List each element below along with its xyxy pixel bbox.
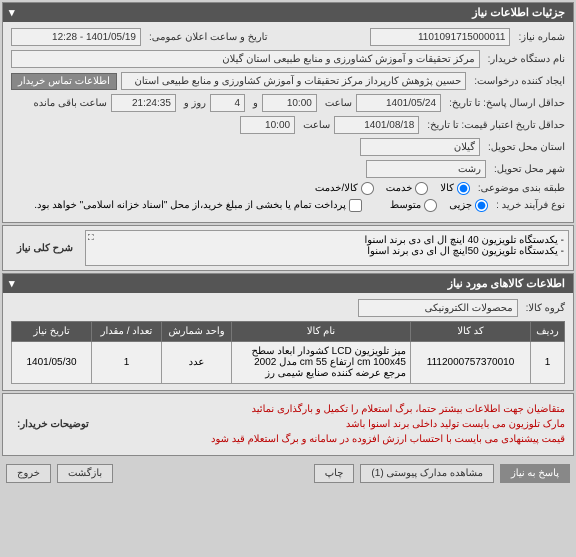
col-unit: واحد شمارش xyxy=(162,322,232,342)
contact-buyer-button[interactable]: اطلاعات تماس خریدار xyxy=(11,73,117,90)
radio-service[interactable]: خدمت xyxy=(386,182,429,195)
desc-label: شرح کلی نیاز xyxy=(17,243,73,254)
announce-field: 1401/05/19 - 12:28 xyxy=(11,28,141,46)
goods-title: اطلاعات کالاهای مورد نیاز xyxy=(448,278,565,290)
validity-date-field: 1401/08/18 xyxy=(334,116,419,134)
goods-header: اطلاعات کالاهای مورد نیاز ▾ xyxy=(3,274,573,293)
notes-text: متقاضیان جهت اطلاعات بیشتر حتما، برگ است… xyxy=(101,398,569,451)
cell-unit: عدد xyxy=(162,342,232,384)
notes-label: توضیحات خریدار: xyxy=(17,419,89,430)
validity-label: حداقل تاریخ اعتبار قیمت: تا تاریخ: xyxy=(427,120,565,131)
days-label: روز و xyxy=(184,98,206,109)
radio-medium[interactable]: متوسط xyxy=(390,199,437,212)
note-line2: مارک تلوزیون می بایست تولید داخلی برند ا… xyxy=(105,417,565,432)
desc-line2: - یکدستگاه تلویزیون 50اینچ ال ای دی برند… xyxy=(90,246,564,257)
attachments-button[interactable]: مشاهده مدارک پیوستی (1) xyxy=(360,464,494,483)
collapse-icon[interactable]: ▾ xyxy=(9,6,15,19)
need-number-label: شماره نیاز: xyxy=(518,32,565,43)
notes-panel: متقاضیان جهت اطلاعات بیشتر حتما، برگ است… xyxy=(2,393,574,456)
footer-buttons: پاسخ به نیاز مشاهده مدارک پیوستی (1) چاپ… xyxy=(0,458,576,489)
desc-panel: ⛶ - یکدستگاه تلویزیون 40 اینچ ال ای دی ب… xyxy=(2,225,574,271)
buyer-field: مرکز تحقیقات و آموزش کشاورزی و منابع طبی… xyxy=(11,50,480,68)
purchase-type-label: نوع فرآیند خرید : xyxy=(496,200,565,211)
expand-icon[interactable]: ⛶ xyxy=(88,233,94,243)
info-body: شماره نیاز: 1101091715000011 تاریخ و ساع… xyxy=(3,22,573,222)
cell-qty: 1 xyxy=(92,342,162,384)
validity-time-field: 10:00 xyxy=(240,116,295,134)
payment-note: پرداخت تمام یا بخشی از مبلغ خرید،از محل … xyxy=(34,200,346,211)
cell-name: میز تلویزیون LCD کشودار ابعاد سطح cm 100… xyxy=(232,342,411,384)
cell-code: 1112000757370010 xyxy=(411,342,531,384)
reply-date-field: 1401/05/24 xyxy=(356,94,441,112)
province-field: گیلان xyxy=(360,138,480,156)
col-row: ردیف xyxy=(531,322,565,342)
city-label: شهر محل تحویل: xyxy=(494,164,565,175)
validity-time-label: ساعت xyxy=(303,120,330,131)
reply-time-label: ساعت xyxy=(325,98,352,109)
buyer-label: نام دستگاه خریدار: xyxy=(488,54,565,65)
creator-label: ایجاد کننده درخواست: xyxy=(474,76,565,87)
days-field: 4 xyxy=(210,94,245,112)
classify-label: طبقه بندی موضوعی: xyxy=(478,183,565,194)
province-label: استان محل تحویل: xyxy=(488,142,565,153)
goods-panel: اطلاعات کالاهای مورد نیاز ▾ گروه کالا: م… xyxy=(2,273,574,391)
reply-deadline-label: حداقل ارسال پاسخ: تا تاریخ: xyxy=(449,98,565,109)
cell-n: 1 xyxy=(531,342,565,384)
cell-date: 1401/05/30 xyxy=(12,342,92,384)
reply-time-field: 10:00 xyxy=(262,94,317,112)
radio-small[interactable]: جزیی xyxy=(449,199,488,212)
radio-goods-service[interactable]: کالا/خدمت xyxy=(315,182,374,195)
city-field: رشت xyxy=(366,160,486,178)
goods-table: ردیف کد کالا نام کالا واحد شمارش تعداد /… xyxy=(11,321,565,384)
col-name: نام کالا xyxy=(232,322,411,342)
collapse-icon-2[interactable]: ▾ xyxy=(9,277,15,290)
col-qty: تعداد / مقدار xyxy=(92,322,162,342)
exit-button[interactable]: خروج xyxy=(6,464,51,483)
panel-title: جزئیات اطلاعات نیاز xyxy=(472,7,565,19)
table-row[interactable]: 1 1112000757370010 میز تلویزیون LCD کشود… xyxy=(12,342,565,384)
col-code: کد کالا xyxy=(411,322,531,342)
need-number-field: 1101091715000011 xyxy=(370,28,510,46)
radio-goods[interactable]: کالا xyxy=(440,182,470,195)
table-header-row: ردیف کد کالا نام کالا واحد شمارش تعداد /… xyxy=(12,322,565,342)
creator-field: حسین پژوهش کارپرداز مرکز تحقیقات و آموزش… xyxy=(121,72,466,90)
classify-radio-group: کالا خدمت کالا/خدمت xyxy=(315,182,470,195)
main-panel: جزئیات اطلاعات نیاز ▾ شماره نیاز: 110109… xyxy=(2,2,574,223)
group-field: محصولات الکترونیکی xyxy=(358,299,518,317)
purchase-radio-group: جزیی متوسط xyxy=(390,199,488,212)
note-line1: متقاضیان جهت اطلاعات بیشتر حتما، برگ است… xyxy=(105,402,565,417)
payment-checkbox[interactable]: پرداخت تمام یا بخشی از مبلغ خرید،از محل … xyxy=(34,199,362,212)
group-label: گروه کالا: xyxy=(526,303,565,314)
remaining-field: 21:24:35 xyxy=(111,94,176,112)
col-date: تاریخ نیاز xyxy=(12,322,92,342)
panel-header: جزئیات اطلاعات نیاز ▾ xyxy=(3,3,573,22)
note-line3: قیمت پیشنهادی می بایست با احتساب ارزش اف… xyxy=(105,432,565,447)
announce-label: تاریخ و ساعت اعلان عمومی: xyxy=(149,32,268,43)
desc-box: ⛶ - یکدستگاه تلویزیون 40 اینچ ال ای دی ب… xyxy=(85,230,569,266)
and-label: و xyxy=(253,98,258,109)
print-button[interactable]: چاپ xyxy=(314,464,355,483)
reply-button[interactable]: پاسخ به نیاز xyxy=(500,464,570,483)
remaining-label: ساعت باقی مانده xyxy=(34,98,107,109)
back-button[interactable]: بازگشت xyxy=(57,464,113,483)
desc-line1: - یکدستگاه تلویزیون 40 اینچ ال ای دی برن… xyxy=(90,235,564,246)
